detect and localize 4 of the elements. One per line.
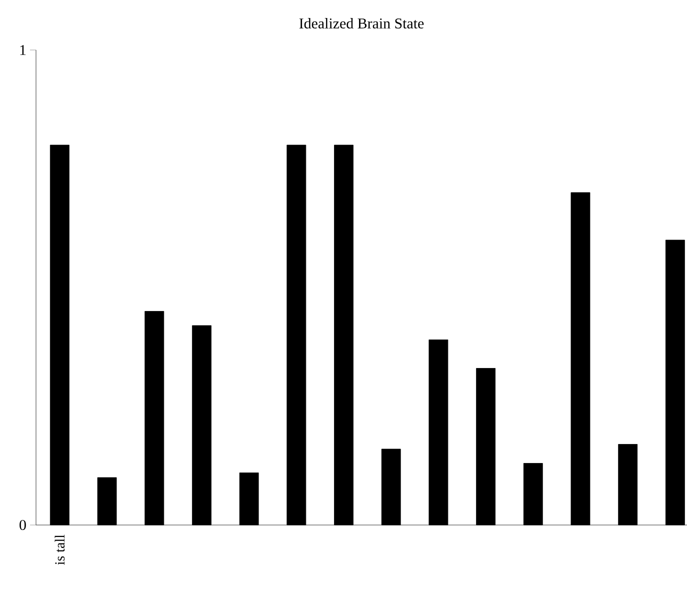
x-tick-label: is tall — [54, 534, 65, 565]
y-tick-label: 1 — [20, 45, 26, 55]
y-tick-label: 0 — [20, 520, 26, 530]
chart-title: Idealized Brain State — [299, 18, 424, 28]
